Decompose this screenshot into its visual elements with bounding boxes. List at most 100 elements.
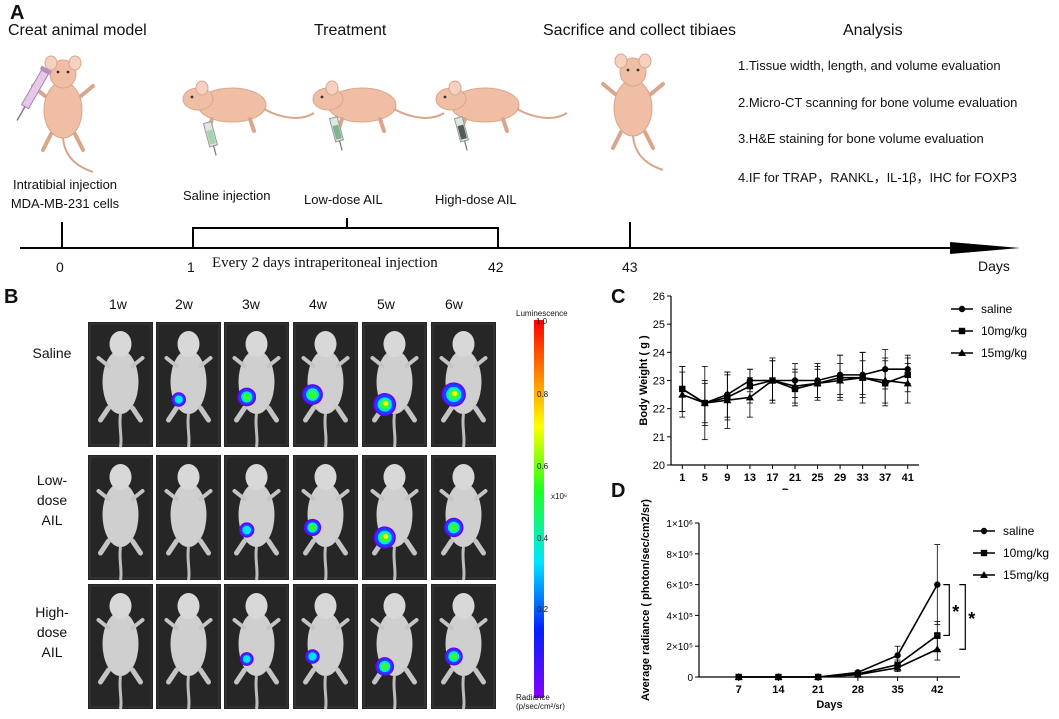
signal-spot-peak xyxy=(452,390,458,397)
mouse-hindlegs xyxy=(441,667,486,685)
mouse-hindlegs xyxy=(98,405,143,423)
legend-label: 15mg/kg xyxy=(981,346,1027,360)
analysis-item: 2.Micro-CT scanning for bone volume eval… xyxy=(738,95,1018,110)
step-saline-label: Saline injection xyxy=(183,188,271,203)
signal-spot-mid xyxy=(174,395,183,404)
mouse-tail xyxy=(118,675,123,709)
bli-image-tile xyxy=(362,455,427,580)
panel-a-letter: A xyxy=(10,2,25,24)
mouse-forelegs xyxy=(301,356,350,368)
legend-marker xyxy=(980,527,988,535)
mouse-hindlegs xyxy=(98,538,143,556)
group-high-dose-label: High-dose AIL xyxy=(35,604,69,660)
mouse-head xyxy=(383,593,406,619)
colorbar-scale: x10⁶ xyxy=(551,492,568,501)
high-dose-syringe-icon xyxy=(453,115,470,151)
bli-mouse-graphic xyxy=(432,456,495,580)
mouse-head xyxy=(177,593,200,619)
y-axis-label: Average radiance ( photon/sec/cm2/sr) xyxy=(640,499,652,701)
mouse-head xyxy=(245,464,268,490)
mouse-forelegs xyxy=(232,489,281,501)
bli-image-tile xyxy=(88,584,153,709)
mouse-hindlegs xyxy=(303,667,348,685)
mouse-body xyxy=(238,483,275,547)
mouse-tail xyxy=(323,546,328,580)
mouse-head xyxy=(245,331,268,357)
y-axis-label: Body Weight ( g ) xyxy=(638,335,650,426)
bli-mouse-graphic xyxy=(363,323,426,447)
bli-image-tile xyxy=(362,584,427,709)
step-low-dose-label: Low-dose AIL xyxy=(304,192,383,207)
mouse-forelegs xyxy=(96,618,145,630)
mouse-body xyxy=(307,612,344,676)
mouse-tail xyxy=(323,675,328,709)
y-tick-label: 4×10⁵ xyxy=(666,611,693,622)
mouse-body xyxy=(445,612,482,676)
signal-spot-mid xyxy=(242,525,252,535)
mouse-head xyxy=(314,464,337,490)
mouse-tail xyxy=(186,675,191,709)
colorbar-unit: Radiance (p/sec/cm²/sr) xyxy=(516,693,565,711)
bli-mouse-graphic xyxy=(89,323,152,447)
data-point xyxy=(723,396,732,404)
mouse-tail xyxy=(323,413,328,447)
legend-label: 15mg/kg xyxy=(1003,568,1049,582)
timeline-tick-0: 0 xyxy=(56,259,64,275)
panel-a-illustrations xyxy=(16,52,1020,254)
mouse-body xyxy=(170,612,207,676)
data-point xyxy=(734,673,743,680)
data-point xyxy=(934,632,941,639)
bli-image-tile xyxy=(156,322,221,447)
legend-marker xyxy=(980,549,988,557)
analysis-item: 3.H&E staining for bone volume evaluatio… xyxy=(738,131,984,146)
mouse-tail xyxy=(254,413,259,447)
mouse-head xyxy=(452,593,475,619)
x-tick-label: 37 xyxy=(879,472,891,484)
colorbar-max: 1.0 xyxy=(536,317,548,326)
mouse-hindlegs xyxy=(166,538,211,556)
bli-mouse-graphic xyxy=(89,585,152,709)
mouse-forelegs xyxy=(439,489,488,501)
week-label: 5w xyxy=(377,296,395,312)
series-line-10mg-kg xyxy=(738,634,938,678)
bli-image-tile xyxy=(362,322,427,447)
x-tick-label: 5 xyxy=(702,472,708,484)
mouse-forelegs xyxy=(370,489,419,501)
signal-spot-core xyxy=(450,652,458,661)
data-point xyxy=(893,663,902,671)
mouse-hindlegs xyxy=(441,538,486,556)
x-tick-label: 1 xyxy=(679,472,685,484)
signal-spot-core xyxy=(449,523,458,532)
analysis-item: 1.Tissue width, length, and volume evalu… xyxy=(738,58,1001,73)
mouse-hindlegs xyxy=(234,538,279,556)
x-tick-label: 42 xyxy=(931,684,943,696)
chart-body-weight: 20 21 22 23 24 25 26 1 5 9 13 17 21 25 29 33 37 41 Days Bod… xyxy=(638,291,1027,490)
bli-image-tile xyxy=(293,584,358,709)
mouse-hindlegs xyxy=(303,538,348,556)
data-point xyxy=(814,673,823,680)
signal-spot-mid xyxy=(308,652,317,661)
bli-image-tile xyxy=(293,455,358,580)
mouse-forelegs xyxy=(232,356,281,368)
x-tick-label: 17 xyxy=(766,472,778,484)
bli-mouse-graphic xyxy=(89,456,152,580)
x-tick-label: 7 xyxy=(736,684,742,696)
y-tick-label: 1×10⁶ xyxy=(666,519,693,530)
mouse-tail xyxy=(461,413,466,447)
mouse-hindlegs xyxy=(441,405,486,423)
y-tick-label: 23 xyxy=(653,376,665,388)
mouse-tail xyxy=(254,675,259,709)
signal-spot-core xyxy=(380,662,389,671)
colorbar-title: Luminescence xyxy=(516,309,568,318)
week-label: 4w xyxy=(309,296,327,312)
bli-mouse-graphic xyxy=(157,456,220,580)
x-tick-label: 28 xyxy=(852,684,864,696)
bli-image-tile xyxy=(293,322,358,447)
signal-spot-core xyxy=(308,390,317,399)
week-label: 6w xyxy=(445,296,463,312)
mouse-tail xyxy=(392,413,397,447)
mouse-forelegs xyxy=(370,618,419,630)
section-sacrifice-title: Sacrifice and collect tibiaes xyxy=(543,22,736,39)
mouse-sacrifice-illustration xyxy=(601,52,665,172)
bli-image-tile xyxy=(224,455,289,580)
